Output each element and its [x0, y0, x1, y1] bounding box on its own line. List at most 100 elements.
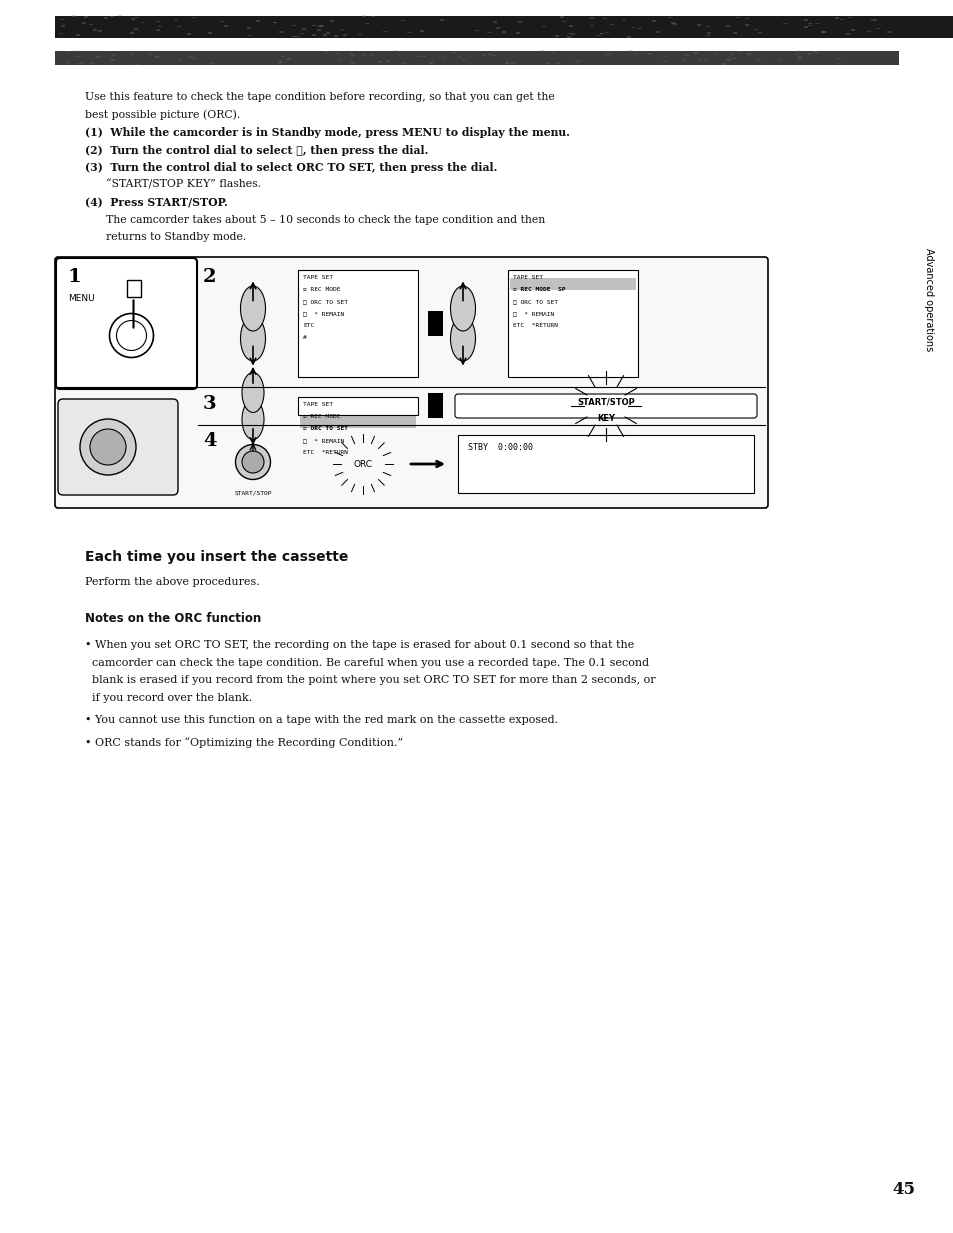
Text: □ ORC TO SET: □ ORC TO SET — [303, 298, 348, 305]
Bar — [744, 25, 748, 26]
FancyBboxPatch shape — [58, 399, 178, 494]
Bar — [292, 25, 295, 26]
Bar — [705, 35, 709, 36]
Bar — [782, 22, 786, 25]
Bar — [133, 17, 137, 18]
Bar — [330, 20, 334, 21]
Bar — [705, 26, 709, 27]
Bar — [670, 22, 674, 23]
Text: (1)  While the camcorder is in Standby mode, press MENU to display the menu.: (1) While the camcorder is in Standby mo… — [85, 127, 569, 138]
Bar — [541, 26, 545, 27]
Text: • ORC stands for “Optimizing the Recording Condition.”: • ORC stands for “Optimizing the Recordi… — [85, 737, 403, 748]
Text: □  * REMAIN: □ * REMAIN — [303, 438, 344, 443]
Text: □  * REMAIN: □ * REMAIN — [303, 311, 344, 316]
Text: MENU: MENU — [68, 293, 94, 303]
Bar — [140, 22, 145, 23]
Ellipse shape — [240, 286, 265, 330]
Bar — [156, 30, 160, 31]
Bar — [656, 31, 659, 33]
Bar — [872, 20, 877, 21]
Bar — [55, 16, 953, 38]
Text: ☑ REC MODE: ☑ REC MODE — [303, 414, 340, 419]
Bar — [802, 20, 807, 21]
Bar — [323, 35, 327, 36]
Text: START/STOP: START/STOP — [577, 397, 634, 407]
Bar — [475, 30, 478, 31]
Bar — [501, 31, 505, 33]
Bar — [299, 416, 416, 428]
Text: best possible picture (ORC).: best possible picture (ORC). — [85, 110, 240, 120]
Text: 3: 3 — [203, 395, 216, 413]
Text: Notes on the ORC function: Notes on the ORC function — [85, 612, 261, 625]
Bar — [278, 31, 282, 32]
Bar — [247, 27, 251, 28]
Bar — [90, 23, 93, 25]
Bar — [875, 28, 880, 30]
Bar — [192, 17, 195, 18]
Bar — [744, 17, 749, 18]
Bar — [571, 33, 575, 35]
Bar — [598, 32, 603, 35]
Bar — [312, 25, 315, 26]
Bar — [248, 35, 252, 36]
Bar — [589, 25, 593, 26]
Bar — [317, 25, 322, 27]
Text: if you record over the blank.: if you record over the blank. — [85, 693, 252, 703]
Bar — [173, 18, 178, 21]
Text: ETC: ETC — [303, 323, 314, 328]
FancyBboxPatch shape — [55, 256, 767, 508]
Text: Perform the above procedures.: Perform the above procedures. — [85, 577, 259, 587]
Bar — [255, 21, 259, 22]
Bar — [312, 35, 315, 36]
Text: #: # — [303, 335, 307, 340]
Bar — [61, 25, 65, 27]
Bar — [55, 51, 898, 65]
Ellipse shape — [240, 316, 265, 361]
Bar — [866, 31, 870, 32]
Text: ETC  *RETURN: ETC *RETURN — [513, 323, 558, 328]
Text: blank is erased if you record from the point where you set ORC TO SET for more t: blank is erased if you record from the p… — [85, 674, 655, 686]
Bar — [850, 30, 854, 31]
Bar — [365, 22, 369, 25]
Circle shape — [80, 419, 136, 475]
Bar — [566, 36, 570, 38]
Bar — [320, 26, 324, 27]
Bar — [72, 15, 76, 17]
Bar — [672, 23, 676, 25]
Bar — [317, 30, 321, 31]
Ellipse shape — [450, 316, 475, 361]
FancyBboxPatch shape — [56, 258, 196, 388]
Text: • You cannot use this function on a tape with the red mark on the cassette expos: • You cannot use this function on a tape… — [85, 715, 558, 725]
Ellipse shape — [242, 399, 264, 439]
Bar — [273, 22, 276, 23]
Text: “START/STOP KEY” flashes.: “START/STOP KEY” flashes. — [85, 180, 261, 190]
Text: ☑ REC MODE: ☑ REC MODE — [303, 287, 340, 292]
Bar — [510, 277, 636, 290]
Text: (2)  Turn the control dial to select Ⓣ, then press the dial.: (2) Turn the control dial to select Ⓣ, t… — [85, 144, 428, 155]
Bar — [401, 20, 405, 21]
Bar — [602, 17, 607, 20]
Bar — [621, 20, 625, 21]
Text: 4: 4 — [203, 432, 216, 450]
Bar — [383, 31, 387, 32]
Bar — [132, 18, 135, 20]
Bar — [223, 25, 227, 27]
Bar — [361, 15, 366, 16]
Bar — [821, 31, 824, 32]
Bar — [736, 17, 740, 18]
Bar — [886, 31, 890, 33]
Bar — [638, 28, 641, 30]
Text: STBY  0:00:00: STBY 0:00:00 — [468, 443, 533, 453]
Bar — [134, 28, 138, 30]
Bar — [297, 397, 417, 416]
Text: TAPE SET: TAPE SET — [303, 402, 333, 407]
Bar — [342, 35, 347, 36]
Bar — [187, 33, 191, 35]
Bar — [847, 17, 851, 18]
Bar — [110, 16, 113, 17]
Bar — [589, 17, 593, 18]
Bar — [651, 21, 655, 22]
Text: □ ORC TO SET: □ ORC TO SET — [513, 298, 558, 305]
Bar — [81, 22, 86, 23]
Bar — [609, 23, 614, 26]
